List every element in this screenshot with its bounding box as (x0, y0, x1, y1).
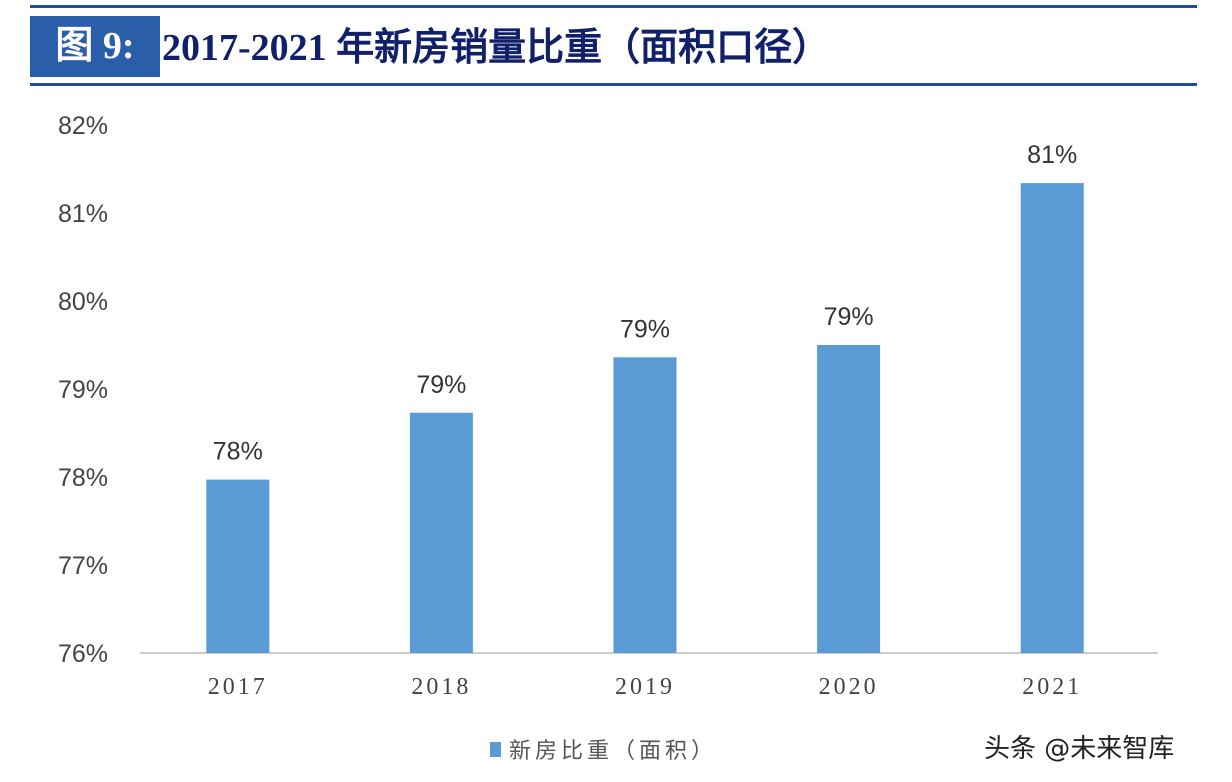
y-tick-label: 81% (58, 200, 108, 228)
x-tick-label: 2018 (411, 674, 471, 700)
data-label: 79% (416, 371, 466, 399)
bar-2018 (409, 412, 473, 653)
figure-label: 图 9: (30, 16, 160, 77)
x-tick-label: 2019 (615, 674, 675, 700)
bar-2021 (1020, 183, 1084, 653)
bar-2017 (206, 479, 270, 653)
data-label: 79% (620, 315, 670, 343)
bar-2019 (613, 357, 677, 653)
data-label: 78% (213, 438, 263, 466)
top-rule (30, 5, 1197, 8)
x-tick-label: 2017 (208, 674, 268, 700)
data-label: 81% (1027, 141, 1077, 169)
bottom-rule (30, 83, 1197, 86)
y-tick-label: 79% (58, 376, 108, 404)
legend: 新房比重（面积） (490, 733, 717, 765)
y-tick-label: 78% (58, 464, 108, 492)
data-label: 79% (824, 303, 874, 331)
watermark: 头条 @未来智库 (984, 734, 1175, 764)
legend-label: 新房比重（面积） (509, 739, 718, 764)
y-tick-label: 80% (58, 288, 108, 316)
y-tick-label: 76% (58, 640, 108, 668)
y-tick-label: 77% (58, 552, 108, 580)
chart-title: 2017-2021 年新房销量比重（面积口径） (162, 27, 831, 69)
y-tick-label: 82% (58, 112, 108, 140)
bar-2020 (817, 345, 881, 653)
legend-swatch (490, 741, 501, 757)
x-tick-label: 2020 (819, 674, 879, 700)
x-tick-label: 2021 (1022, 674, 1082, 700)
